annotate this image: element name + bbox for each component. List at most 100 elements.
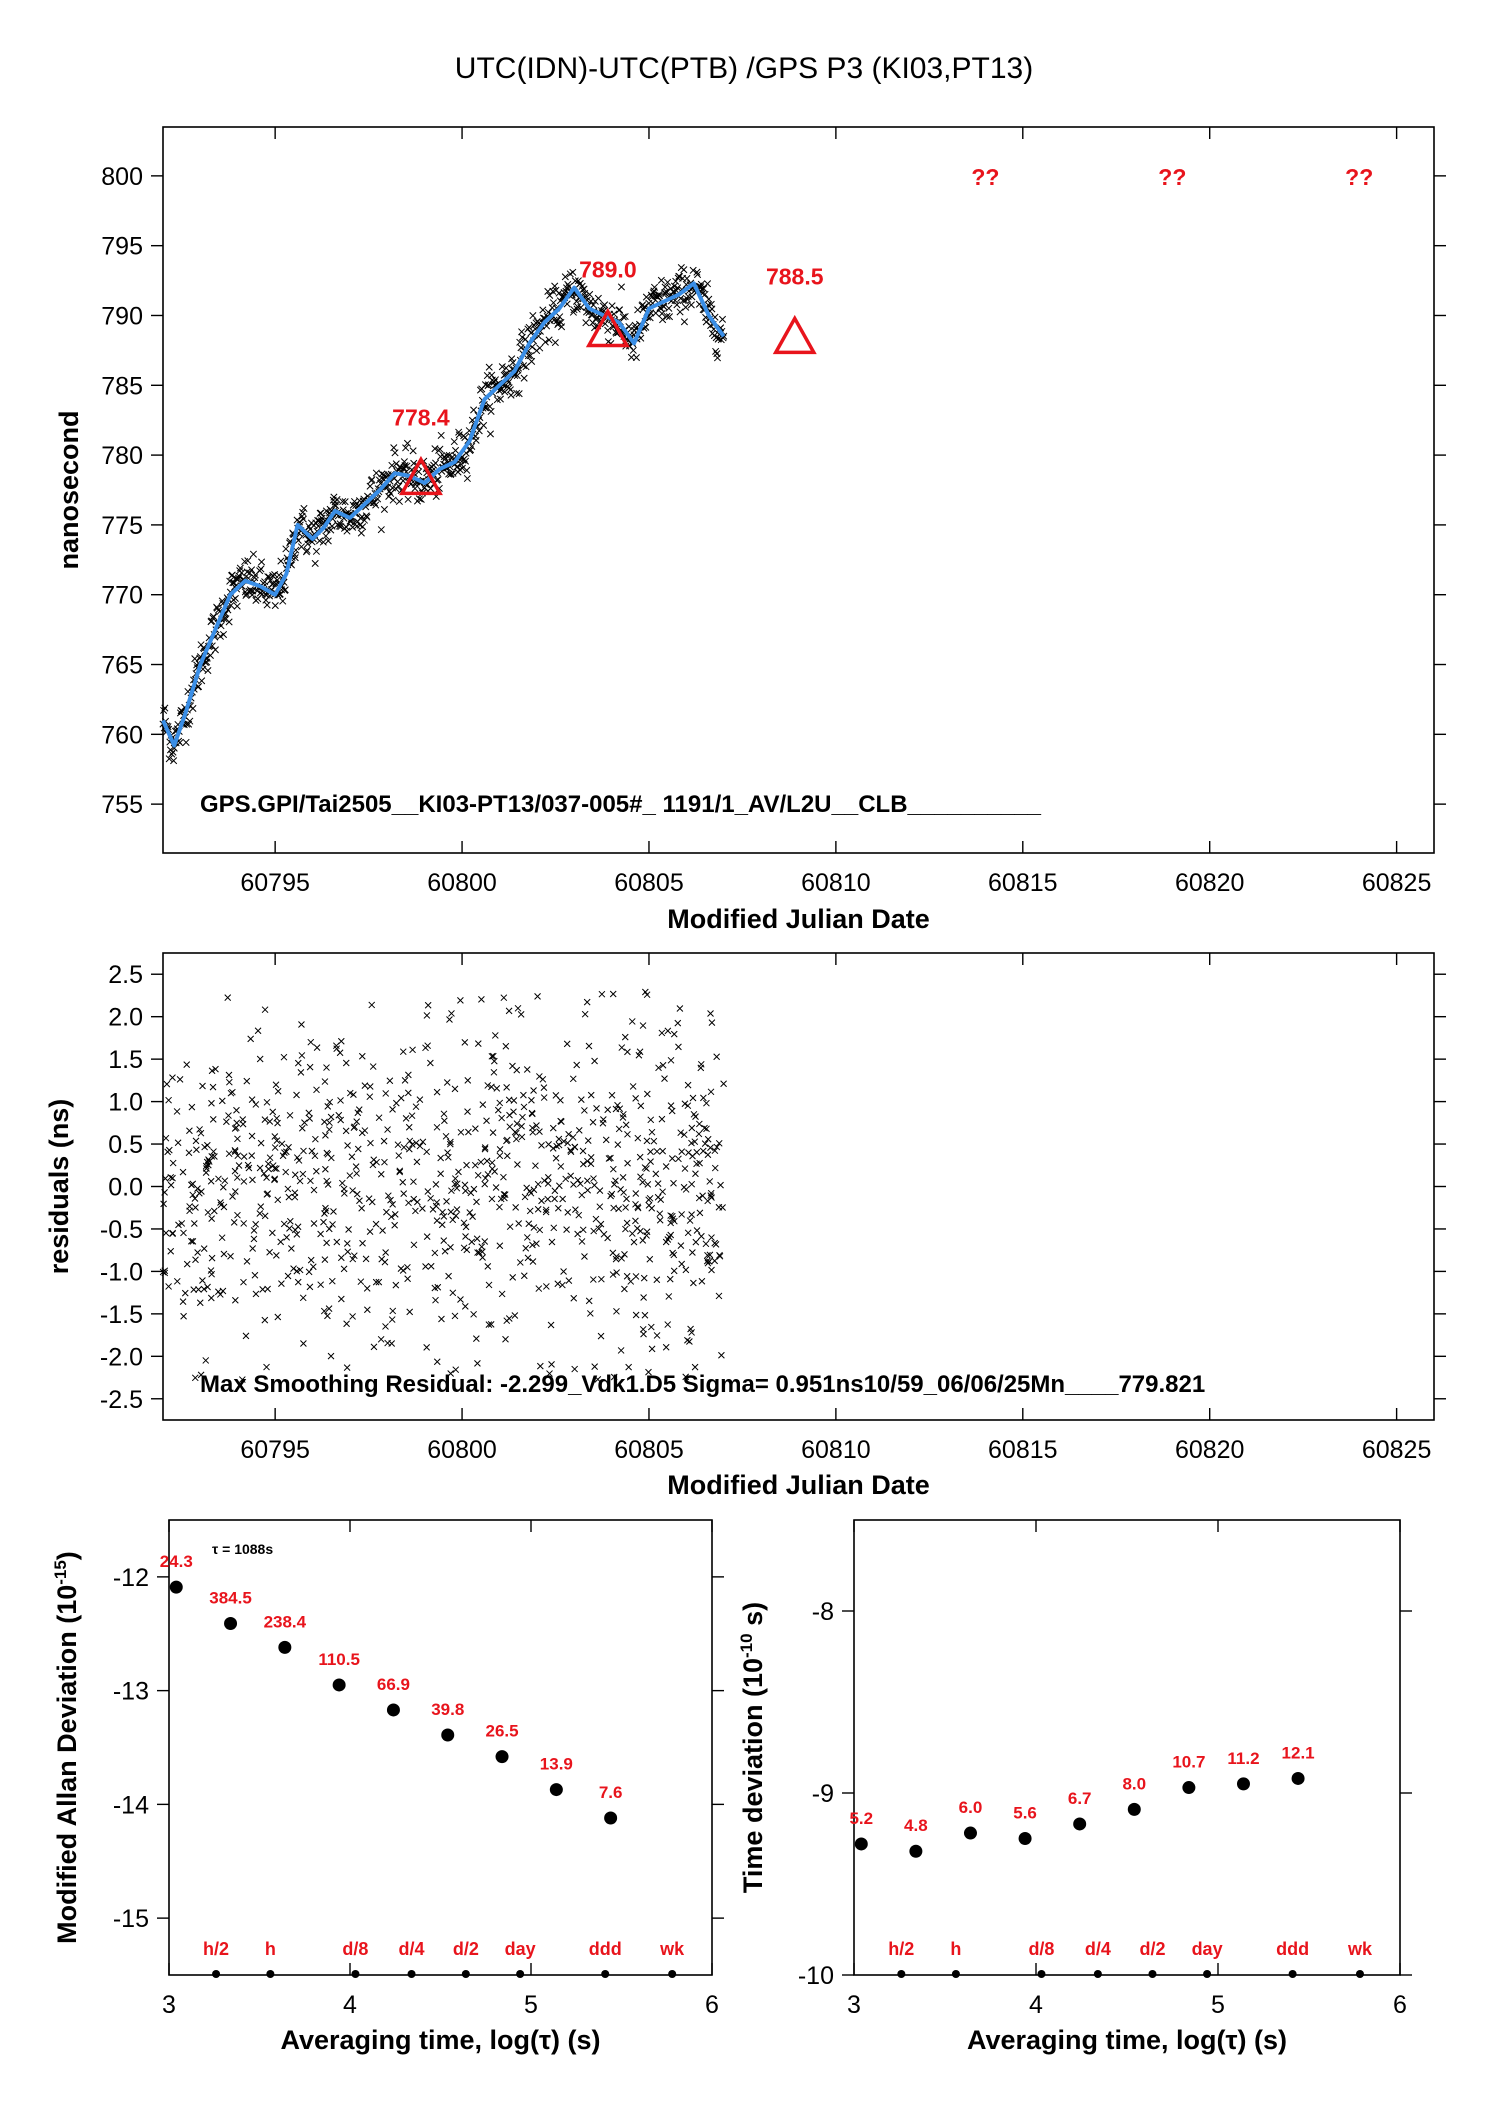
residual-point: [248, 1096, 256, 1103]
top-data-point: [485, 363, 493, 371]
top-data-point: [395, 497, 403, 506]
top-data-point: [455, 431, 463, 439]
residual-y-tick-label: 1.5: [108, 1046, 143, 1074]
residual-point: [575, 1127, 583, 1134]
residual-point: [464, 1077, 472, 1084]
residual-point: [477, 1158, 485, 1166]
unknown-value-marker: ??: [1158, 164, 1186, 190]
residual-point: [579, 1147, 587, 1155]
residual-point: [667, 1212, 674, 1219]
residual-point: [271, 1175, 279, 1183]
residual-point: [565, 1130, 572, 1138]
tdev-data-point: [1018, 1832, 1032, 1845]
residual-point: [712, 1241, 720, 1248]
residual-point: [604, 1234, 611, 1242]
tdev-point-label: 6.0: [959, 1798, 983, 1817]
residual-point: [261, 1116, 269, 1124]
top-data-point: [664, 278, 672, 286]
residual-point: [708, 1019, 716, 1027]
residual-point: [610, 1373, 618, 1381]
residual-point: [465, 1128, 472, 1136]
residual-point: [443, 1198, 450, 1205]
residual-point: [498, 1290, 506, 1298]
top-data-point: [655, 292, 664, 300]
residual-point: [632, 1200, 639, 1208]
residual-y-tick-label: 2.5: [108, 961, 143, 989]
top-data-point: [232, 574, 240, 582]
tdev-time-mark-label: d/8: [1028, 1939, 1054, 1959]
residual-point: [546, 1370, 553, 1377]
residual-point: [596, 1187, 604, 1194]
residual-point: [609, 1271, 617, 1278]
residual-point: [291, 1193, 299, 1201]
residual-point: [288, 1245, 295, 1252]
residual-point: [209, 1083, 217, 1091]
residual-point: [256, 1164, 264, 1172]
top-data-point: [198, 677, 206, 685]
residual-point: [460, 1219, 468, 1227]
residual-point: [230, 1219, 238, 1226]
residual-point: [587, 1091, 595, 1099]
residual-point: [370, 1343, 378, 1351]
top-info-text: GPS.GPI/Tai2505__KI03-PT13/037-005#_ 119…: [200, 791, 1042, 818]
residual-point: [497, 1195, 505, 1203]
residual-point: [345, 1226, 352, 1233]
residual-point: [448, 1187, 455, 1195]
residual-point: [231, 1188, 239, 1195]
residual-point: [634, 1134, 642, 1142]
mdev-y-tick-label: -15: [113, 1905, 149, 1933]
residual-point: [496, 1203, 503, 1211]
residual-point: [622, 1204, 629, 1211]
residual-point: [653, 1276, 661, 1284]
residual-point: [587, 1160, 595, 1168]
residual-point: [648, 1204, 656, 1212]
top-data-point: [392, 484, 400, 493]
top-data-point: [409, 447, 417, 455]
residual-point: [392, 1099, 400, 1107]
residual-point: [708, 1234, 715, 1241]
residual-point: [591, 1363, 599, 1370]
residual-point: [585, 1297, 593, 1305]
residual-point: [462, 1187, 469, 1195]
top-data-point: [665, 304, 673, 312]
residual-point: [183, 1061, 191, 1068]
top-data-point: [271, 601, 279, 610]
top-data-point: [219, 630, 228, 639]
mdev-data-point: [441, 1728, 455, 1742]
residual-point: [622, 1121, 630, 1129]
residual-point: [668, 1212, 676, 1220]
tdev-data-point: [1127, 1802, 1141, 1816]
residual-point: [218, 1234, 226, 1242]
residual-point: [564, 1209, 572, 1216]
residual-point: [325, 1225, 333, 1233]
residual-point: [343, 1364, 351, 1371]
residual-point: [405, 1199, 412, 1207]
residual-point: [461, 1039, 469, 1046]
top-data-point: [524, 352, 533, 360]
residual-point: [210, 1148, 217, 1155]
residual-point: [630, 1238, 638, 1246]
residual-point: [496, 1242, 504, 1250]
residual-point: [555, 1135, 563, 1143]
residual-point: [658, 1115, 666, 1123]
top-data-point: [218, 597, 226, 605]
residual-point: [689, 1094, 697, 1102]
top-data-point: [486, 430, 495, 438]
top-data-point: [380, 505, 388, 514]
residual-point: [461, 1181, 469, 1189]
top-y-tick-label: 780: [101, 442, 143, 470]
residual-point: [439, 1208, 446, 1216]
residual-point: [496, 1099, 504, 1107]
top-data-point: [249, 550, 257, 558]
residual-point: [284, 1185, 292, 1193]
top-data-point: [257, 558, 266, 566]
residual-point: [408, 1112, 416, 1120]
residual-point: [204, 1283, 211, 1291]
residual-y-tick-label: -2.5: [100, 1386, 143, 1414]
top-x-tick-label: 60810: [801, 869, 871, 897]
residual-point: [208, 1215, 216, 1223]
top-x-tick-label: 60820: [1175, 869, 1245, 897]
triangle-value-label: 788.5: [766, 263, 824, 289]
residual-point: [282, 1148, 290, 1156]
residual-point: [207, 1267, 215, 1274]
